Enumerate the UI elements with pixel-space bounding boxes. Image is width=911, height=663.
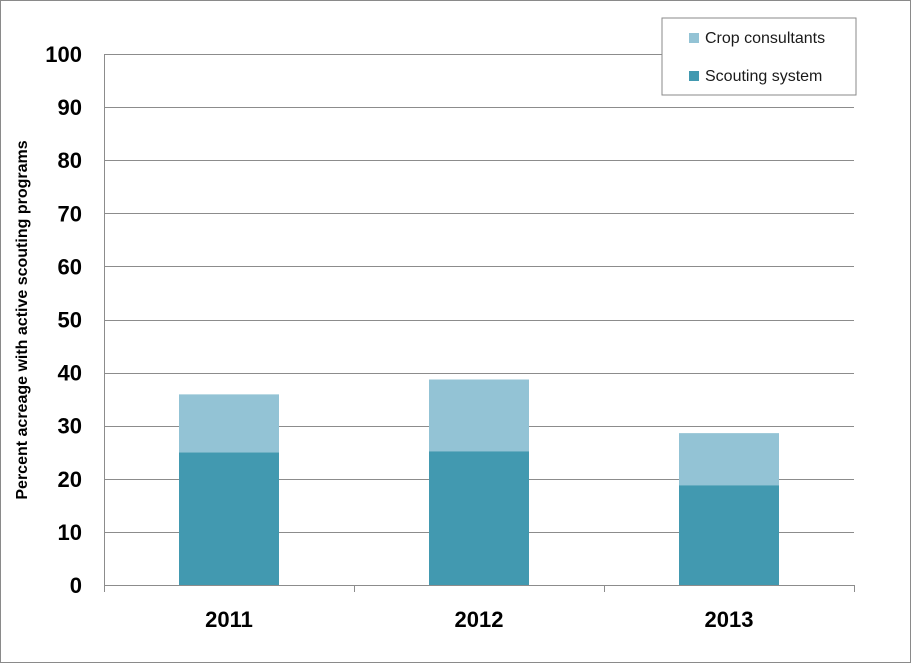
legend-swatch-crop-consultants bbox=[689, 33, 699, 43]
y-tick-label-90: 90 bbox=[58, 95, 82, 120]
bar-2012-crop-consultants bbox=[429, 379, 529, 452]
y-tick-label-10: 10 bbox=[58, 520, 82, 545]
bar-2011-scouting-system bbox=[179, 452, 279, 585]
x-tick-label-2012: 2012 bbox=[455, 607, 504, 632]
y-tick-label-0: 0 bbox=[70, 573, 82, 598]
legend: Crop consultants Scouting system bbox=[661, 17, 857, 96]
y-tick-label-70: 70 bbox=[58, 201, 82, 226]
y-tick-label-100: 100 bbox=[45, 42, 82, 67]
y-tick-labels: 0 10 20 30 40 50 60 70 80 90 100 bbox=[45, 42, 82, 598]
bar-2013-crop-consultants bbox=[679, 433, 779, 486]
legend-label-crop-consultants: Crop consultants bbox=[705, 30, 825, 47]
legend-label-scouting-system: Scouting system bbox=[705, 68, 822, 85]
y-tick-label-30: 30 bbox=[58, 414, 82, 439]
y-tick-label-50: 50 bbox=[58, 308, 82, 333]
x-tick-label-2013: 2013 bbox=[705, 607, 754, 632]
y-axis-label: Percent acreage with active scouting pro… bbox=[14, 140, 31, 499]
x-tick-label-2011: 2011 bbox=[205, 607, 253, 632]
bar-2013-scouting-system bbox=[679, 485, 779, 585]
legend-box bbox=[661, 17, 857, 96]
axes bbox=[104, 54, 855, 592]
y-tick-label-80: 80 bbox=[58, 148, 82, 173]
y-tick-label-40: 40 bbox=[58, 361, 82, 386]
legend-swatch-scouting-system bbox=[689, 71, 699, 81]
y-tick-label-20: 20 bbox=[58, 467, 82, 492]
y-tick-label-60: 60 bbox=[58, 254, 82, 279]
x-tick-labels: 2011 2012 2013 bbox=[205, 607, 753, 632]
bar-2012-scouting-system bbox=[429, 451, 529, 585]
bars bbox=[179, 379, 779, 585]
bar-2011-crop-consultants bbox=[179, 394, 279, 453]
